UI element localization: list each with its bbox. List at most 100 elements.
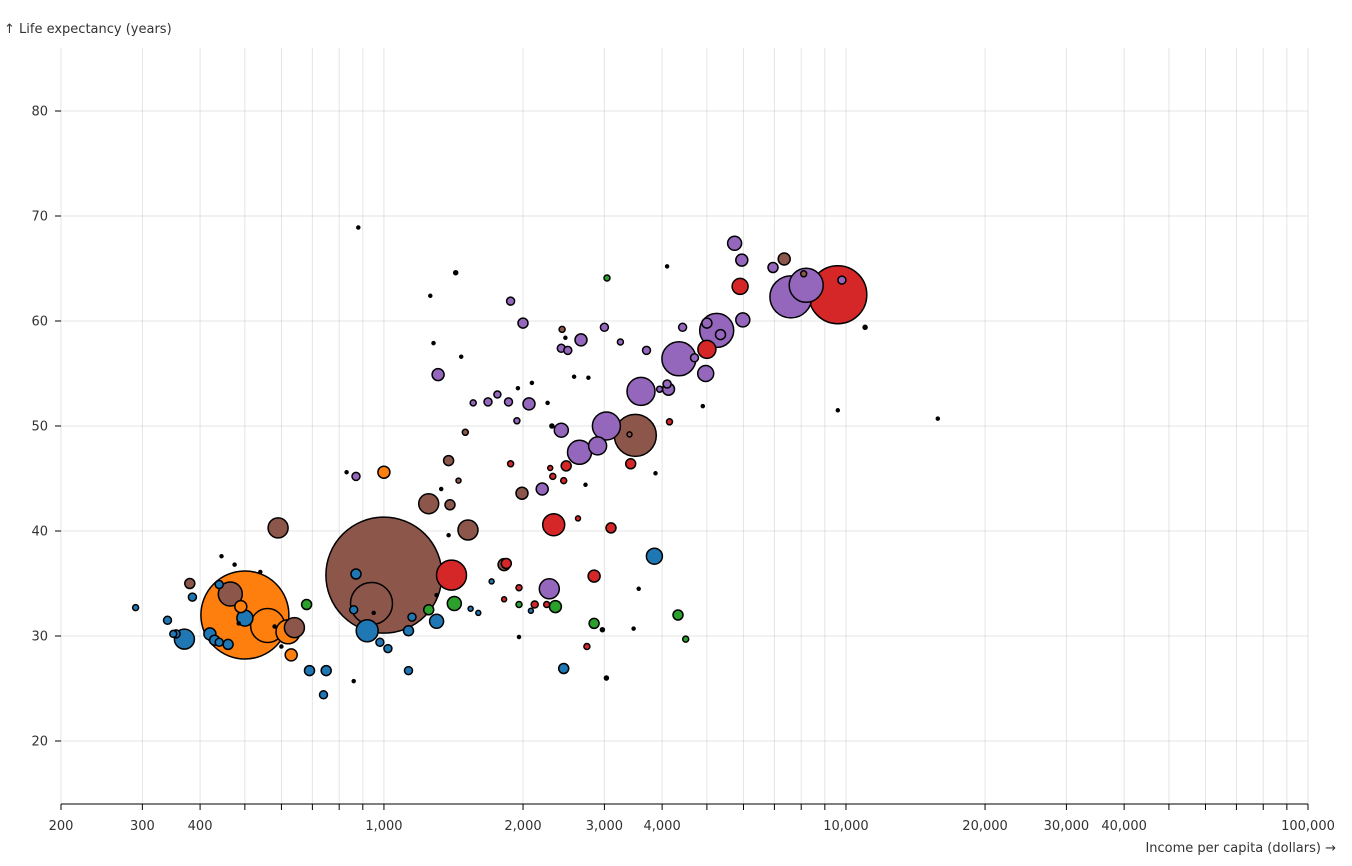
bubble[interactable]	[349, 581, 394, 626]
bubble[interactable]	[516, 634, 522, 640]
bubble[interactable]	[735, 253, 749, 267]
bubble[interactable]	[162, 615, 173, 626]
bubble[interactable]	[603, 675, 610, 681]
bubble[interactable]	[767, 261, 779, 274]
bubble[interactable]	[559, 476, 568, 485]
bubble[interactable]	[515, 385, 521, 391]
bubble[interactable]	[677, 322, 688, 333]
bubble[interactable]	[355, 619, 379, 643]
bubble[interactable]	[681, 635, 690, 643]
bubble[interactable]	[320, 664, 332, 677]
bubble[interactable]	[599, 626, 606, 633]
bubble[interactable]	[587, 569, 601, 583]
bubble[interactable]	[348, 605, 359, 615]
bubble[interactable]	[549, 423, 555, 429]
bubble[interactable]	[272, 624, 277, 629]
bubble[interactable]	[461, 428, 470, 437]
bubble[interactable]	[587, 436, 608, 456]
bubble[interactable]	[542, 600, 551, 609]
bubble[interactable]	[403, 665, 414, 676]
bubble[interactable]	[344, 469, 349, 475]
bubble[interactable]	[457, 519, 479, 541]
bubble[interactable]	[645, 547, 664, 565]
bubble[interactable]	[696, 364, 715, 383]
bubble[interactable]	[446, 532, 451, 538]
bubble[interactable]	[488, 578, 495, 585]
bubble[interactable]	[662, 379, 672, 389]
bubble[interactable]	[351, 678, 356, 684]
bubble[interactable]	[624, 458, 637, 470]
bubble[interactable]	[636, 586, 641, 592]
bubble[interactable]	[483, 397, 493, 407]
bubble[interactable]	[563, 345, 573, 356]
bubble[interactable]	[586, 375, 591, 380]
bubble[interactable]	[222, 638, 234, 651]
bubble[interactable]	[283, 616, 306, 639]
bubble[interactable]	[837, 275, 847, 285]
bubble[interactable]	[517, 317, 529, 329]
bubble[interactable]	[232, 562, 237, 567]
bubble[interactable]	[697, 339, 717, 360]
bubble[interactable]	[434, 592, 439, 598]
bubble[interactable]	[731, 277, 749, 296]
bubble[interactable]	[214, 579, 224, 590]
bubble[interactable]	[446, 595, 463, 612]
bubble[interactable]	[428, 293, 433, 299]
bubble[interactable]	[500, 596, 508, 603]
bubble[interactable]	[616, 338, 625, 346]
bubble[interactable]	[527, 607, 535, 615]
bubble[interactable]	[631, 626, 636, 631]
bubble[interactable]	[187, 592, 198, 602]
bubble[interactable]	[402, 625, 415, 637]
bubble[interactable]	[626, 431, 633, 438]
bubble[interactable]	[303, 664, 316, 677]
bubble[interactable]	[641, 345, 652, 356]
bubble[interactable]	[626, 376, 656, 407]
bubble[interactable]	[566, 439, 593, 466]
bubble[interactable]	[356, 225, 361, 230]
bubble[interactable]	[422, 604, 435, 616]
bubble[interactable]	[234, 599, 248, 614]
bubble[interactable]	[131, 603, 140, 612]
bubble[interactable]	[475, 609, 482, 617]
bubble[interactable]	[351, 471, 361, 482]
bubble[interactable]	[431, 367, 445, 382]
bubble[interactable]	[655, 385, 664, 393]
bubble[interactable]	[505, 296, 516, 306]
bubble[interactable]	[377, 465, 391, 479]
bubble[interactable]	[435, 559, 468, 591]
bubble[interactable]	[553, 422, 570, 438]
bubble[interactable]	[613, 413, 658, 458]
bubble[interactable]	[375, 637, 385, 648]
bubble[interactable]	[672, 609, 684, 621]
bubble[interactable]	[935, 416, 941, 421]
bubble[interactable]	[571, 374, 577, 379]
bubble[interactable]	[558, 325, 566, 334]
bubble[interactable]	[371, 610, 376, 616]
bubble[interactable]	[217, 581, 244, 607]
bubble[interactable]	[513, 417, 521, 425]
bubble[interactable]	[588, 617, 600, 630]
bubble[interactable]	[777, 252, 791, 266]
bubble[interactable]	[428, 613, 445, 630]
bubble[interactable]	[442, 454, 455, 467]
bubble[interactable]	[258, 569, 263, 575]
bubble[interactable]	[467, 605, 474, 612]
bubble[interactable]	[515, 583, 523, 592]
bubble[interactable]	[407, 612, 417, 622]
bubble[interactable]	[665, 418, 674, 426]
bubble[interactable]	[545, 400, 550, 406]
bubble[interactable]	[605, 522, 617, 534]
bubble[interactable]	[726, 235, 743, 252]
bubble[interactable]	[862, 324, 868, 331]
bubble[interactable]	[300, 598, 313, 611]
bubble[interactable]	[493, 390, 502, 399]
bubble[interactable]	[214, 637, 224, 648]
bubble[interactable]	[522, 397, 536, 411]
bubble[interactable]	[548, 599, 563, 614]
bubble[interactable]	[541, 512, 566, 537]
bubble[interactable]	[835, 408, 841, 413]
bubble[interactable]	[529, 380, 535, 386]
bubble[interactable]	[563, 335, 568, 341]
bubble[interactable]	[546, 464, 554, 472]
